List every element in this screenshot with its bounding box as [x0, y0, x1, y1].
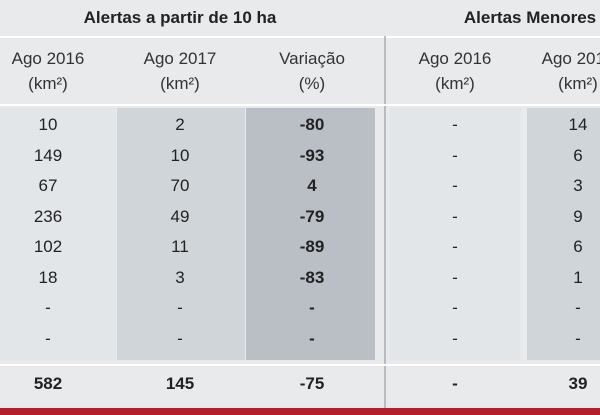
column-header-unit: (%) — [298, 74, 326, 93]
table-cell: -79 — [299, 206, 325, 226]
table-cell: 10 — [170, 145, 190, 165]
table-cell: -80 — [299, 115, 325, 134]
table-cell: 67 — [38, 176, 58, 195]
table-cell: - — [575, 298, 581, 317]
table-cell: -89 — [299, 237, 325, 256]
table-cell: - — [452, 206, 458, 226]
table-cell: 149 — [33, 145, 63, 165]
column-panel — [246, 108, 375, 360]
table-cell: - — [177, 298, 183, 317]
column-header: Variação (%) — [279, 46, 345, 96]
table-cell: 4 — [307, 176, 317, 195]
table-cell: 18 — [38, 267, 58, 287]
table-cell: - — [452, 176, 458, 195]
table-cell: 10 — [38, 115, 58, 134]
table-cell: - — [452, 298, 458, 317]
table-cell: 14 — [568, 115, 588, 134]
table-cell: - — [177, 328, 183, 348]
column-header-label: Ago 2017 — [541, 49, 600, 68]
column-header-unit: (km²) — [435, 74, 475, 93]
table-cell: - — [452, 267, 458, 287]
table-cell: - — [452, 328, 458, 348]
bottom-bar — [0, 408, 600, 415]
column-header-label: Ago 2017 — [143, 49, 217, 68]
table-cell: 49 — [170, 206, 190, 226]
table-cell: 236 — [33, 206, 63, 226]
column-header: Ago 2016 (km²) — [12, 46, 85, 96]
table-cell: - — [575, 328, 581, 348]
table-cell: 1 — [573, 267, 583, 287]
header-rule — [0, 36, 600, 38]
group-title: Alertas a partir de 10 ha — [83, 8, 277, 27]
column-panel — [527, 108, 600, 360]
column-header-unit: (km²) — [28, 74, 68, 93]
table-cell: - — [452, 115, 458, 134]
column-panel — [117, 108, 245, 360]
table-cell: -83 — [299, 267, 325, 287]
total-cell: -75 — [299, 374, 325, 393]
table-cell: 9 — [573, 206, 583, 226]
table-cell: -93 — [299, 145, 325, 165]
table-cell: - — [452, 237, 458, 256]
table-cell: 2 — [175, 115, 185, 134]
total-cell: - — [452, 374, 458, 393]
table-cell: - — [452, 145, 458, 165]
table-cell: - — [45, 328, 51, 348]
table-cell: - — [309, 328, 315, 348]
body-rule — [0, 104, 600, 106]
column-header-unit: (km²) — [160, 74, 200, 93]
total-cell: 145 — [165, 374, 195, 393]
table-cell: 3 — [175, 267, 185, 287]
column-panel — [0, 108, 116, 360]
column-header: Ago 2017 (km²) — [542, 46, 600, 96]
group-divider — [384, 36, 386, 408]
table-cell: 6 — [573, 237, 583, 256]
table-cell: 11 — [171, 237, 189, 256]
table-cell: 102 — [33, 237, 63, 256]
table-cell: 6 — [573, 145, 583, 165]
group-title: Alertas Menores — [463, 8, 597, 27]
table-cell: - — [45, 298, 51, 317]
table-cell: 3 — [573, 176, 583, 195]
total-rule — [0, 364, 600, 366]
column-header-unit: (km²) — [558, 74, 598, 93]
total-cell: 39 — [568, 374, 588, 393]
total-cell: 582 — [33, 374, 63, 393]
column-header: Ago 2016 (km²) — [419, 46, 492, 96]
table-cell: 70 — [170, 176, 190, 195]
column-header-label: Ago 2016 — [11, 49, 85, 68]
table-cell: - — [309, 298, 315, 317]
column-panel — [390, 108, 521, 360]
column-header-label: Ago 2016 — [418, 49, 492, 68]
column-header-label: Variação — [279, 49, 345, 68]
column-header: Ago 2017 (km²) — [144, 46, 217, 96]
